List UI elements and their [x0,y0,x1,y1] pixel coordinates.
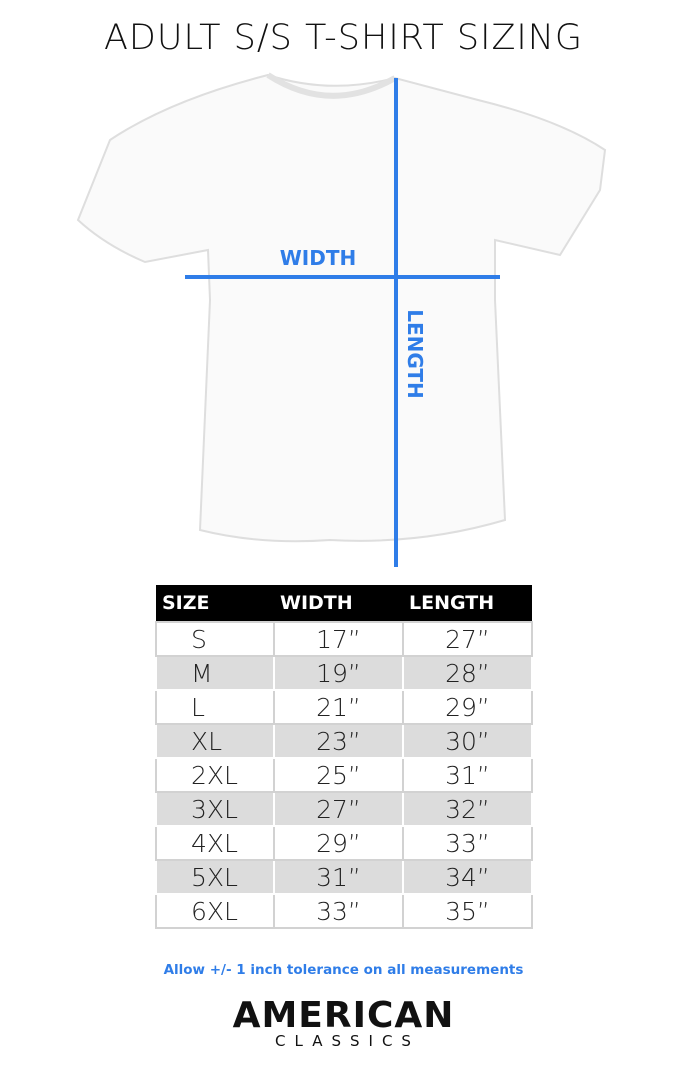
size-cell: S [155,621,275,657]
length-cell: 31” [402,757,533,793]
length-cell: 27” [402,621,533,657]
page-title: ADULT S/S T-SHIRT SIZING [103,18,584,58]
brand-logo: AMERICAN [232,995,455,1036]
width-cell: 21” [273,689,404,725]
length-cell: 28” [402,655,533,691]
length-cell: 29” [402,689,533,725]
table-row: S 17” 27” [155,621,533,657]
tshirt-shape [76,73,607,543]
length-cell: 33” [402,825,533,861]
header-width: WIDTH [274,585,403,622]
table-row: 6XL 33” 35” [155,893,533,929]
length-cell: 32” [402,791,533,827]
header-length: LENGTH [403,585,532,622]
table-row: 3XL 27” 32” [155,791,533,827]
tolerance-note: Allow +/- 1 inch tolerance on all measur… [163,962,524,978]
size-cell: 5XL [155,859,275,895]
length-label: LENGTH [403,309,427,399]
size-cell: 2XL [155,757,275,793]
size-cell: 4XL [155,825,275,861]
width-cell: 27” [273,791,404,827]
size-cell: L [155,689,275,725]
table-row: M 19” 28” [155,655,533,691]
width-cell: 19” [273,655,404,691]
width-cell: 31” [273,859,404,895]
length-cell: 30” [402,723,533,759]
length-cell: 34” [402,859,533,895]
table-row: 2XL 25” 31” [155,757,533,793]
table-row: L 21” 29” [155,689,533,725]
tshirt-collar [266,72,397,99]
size-cell: XL [155,723,275,759]
table-row: 4XL 29” 33” [155,825,533,861]
brand-logo-sub: CLASSICS [275,1032,420,1050]
width-cell: 17” [273,621,404,657]
width-cell: 33” [273,893,404,929]
width-cell: 29” [273,825,404,861]
header-size: SIZE [156,585,274,622]
table-header: SIZE WIDTH LENGTH [156,585,532,622]
size-table: SIZE WIDTH LENGTH S 17” 27” M 19” 28” L 21” 29” X… [155,585,533,929]
length-cell: 35” [402,893,533,929]
table-row: XL 23” 30” [155,723,533,759]
tshirt-diagram [76,72,607,567]
size-cell: 6XL [155,893,275,929]
width-cell: 25” [273,757,404,793]
table-row: 5XL 31” 34” [155,859,533,895]
size-cell: 3XL [155,791,275,827]
width-cell: 23” [273,723,404,759]
width-label: WIDTH [279,246,357,270]
size-cell: M [155,655,275,691]
